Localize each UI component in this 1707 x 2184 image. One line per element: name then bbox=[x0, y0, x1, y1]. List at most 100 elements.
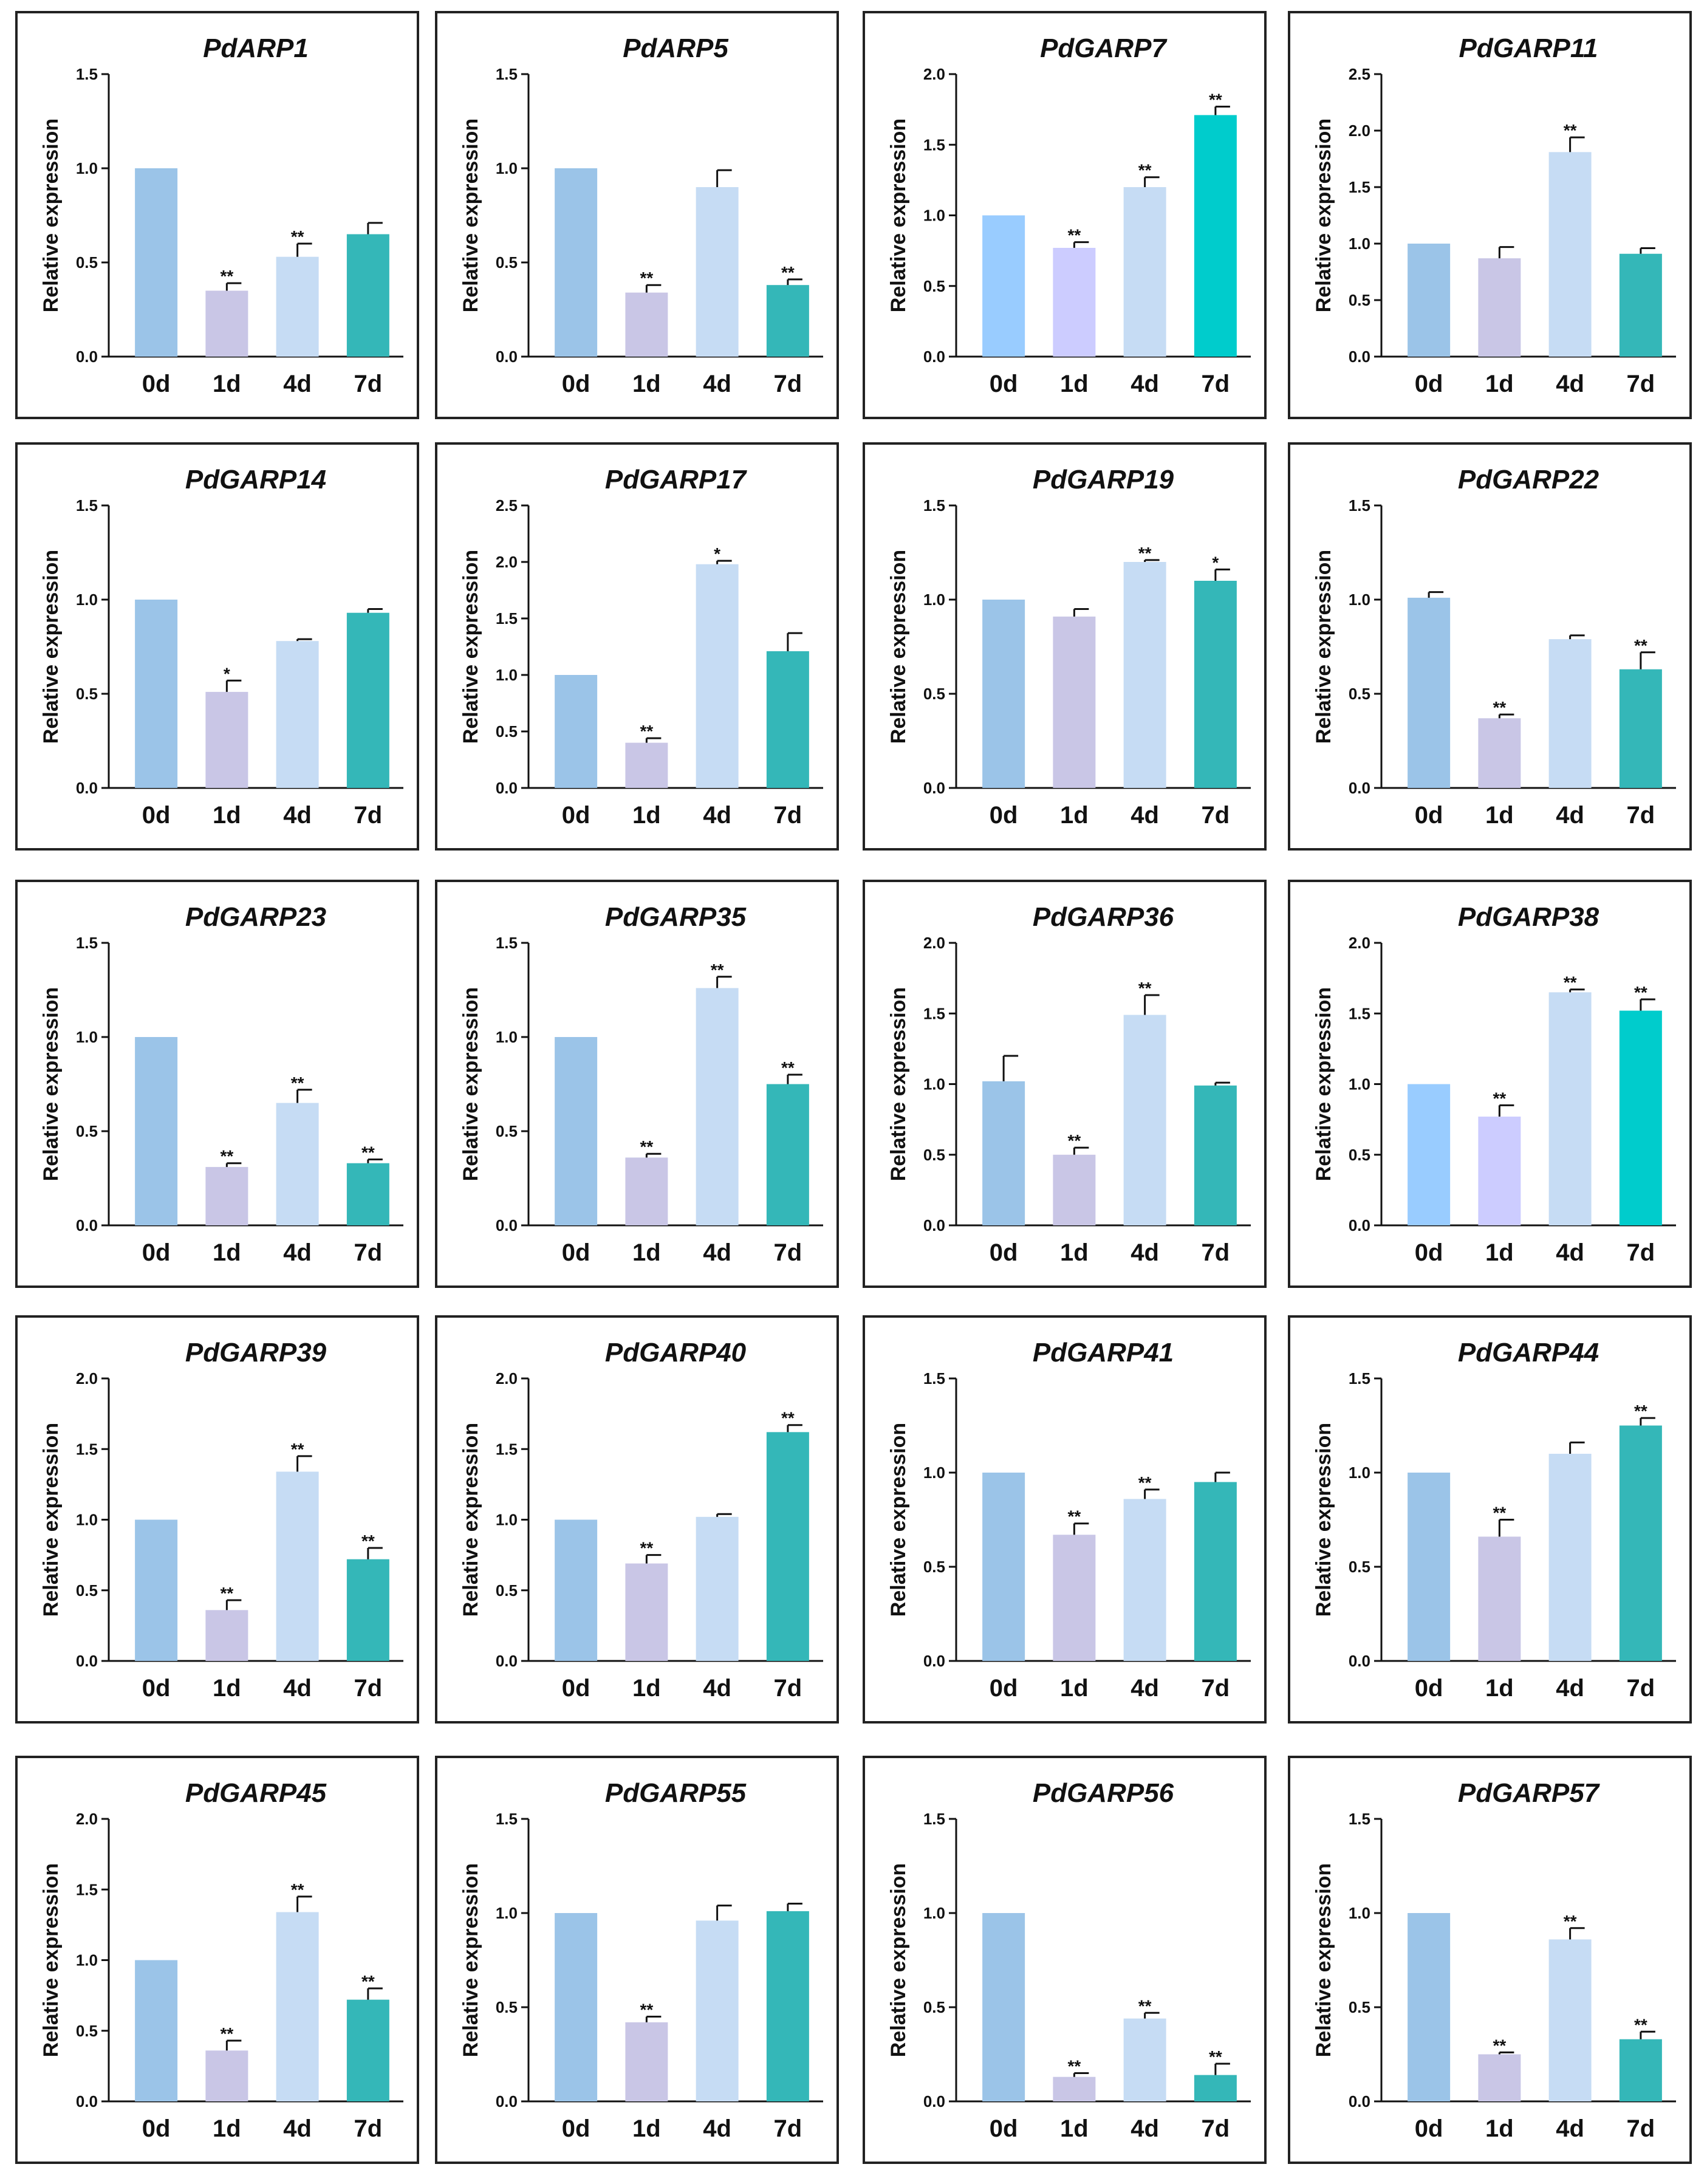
x-tick-label: 1d bbox=[213, 2115, 241, 2142]
y-tick-label: 0.0 bbox=[923, 347, 945, 366]
y-tick-label: 0.5 bbox=[1349, 1558, 1370, 1576]
bar-chart: PdGARP35 Relative expression 0.0 0.5 1.0 1.5 0… bbox=[459, 902, 823, 1266]
significance-marker: * bbox=[1212, 553, 1219, 572]
x-tick-label: 7d bbox=[1202, 1239, 1230, 1266]
x-tick-label: 4d bbox=[283, 802, 312, 829]
significance-marker: ** bbox=[1067, 1507, 1081, 1526]
x-tick-label: 0d bbox=[142, 1239, 171, 1266]
y-tick-label: 1.0 bbox=[1349, 1463, 1370, 1482]
bar-7d bbox=[766, 1911, 809, 2101]
x-tick-label: 7d bbox=[774, 1675, 802, 1702]
chart-panel-pdgarp38: PdGARP38 Relative expression 0.0 0.5 1.0 1.5 2… bbox=[1288, 880, 1692, 1288]
significance-marker: ** bbox=[1493, 1504, 1506, 1522]
bar-1d bbox=[1478, 718, 1521, 788]
bar-1d bbox=[1478, 1536, 1521, 1661]
y-axis-label: Relative expression bbox=[39, 550, 63, 744]
y-tick-label: 1.5 bbox=[496, 609, 518, 628]
x-tick-label: 0d bbox=[990, 1239, 1018, 1266]
y-tick-label: 0.0 bbox=[923, 1216, 945, 1234]
bar-4d bbox=[696, 1516, 739, 1661]
significance-marker: ** bbox=[1138, 544, 1152, 563]
y-axis-label: Relative expression bbox=[459, 1863, 482, 2057]
bar-0d bbox=[135, 600, 178, 788]
bar-chart: PdGARP22 Relative expression 0.0 0.5 1.0 1.5 0… bbox=[1312, 465, 1676, 829]
x-tick-label: 0d bbox=[1415, 1675, 1443, 1702]
x-tick-label: 7d bbox=[774, 1239, 802, 1266]
x-tick-label: 1d bbox=[1060, 2115, 1089, 2142]
y-tick-label: 1.5 bbox=[923, 1810, 945, 1828]
bar-chart: PdGARP19 Relative expression 0.0 0.5 1.0 1.5 0… bbox=[887, 465, 1251, 829]
y-axis-label: Relative expression bbox=[1312, 1863, 1335, 2057]
significance-marker: ** bbox=[361, 1972, 375, 1991]
bar-0d bbox=[1408, 1473, 1451, 1661]
x-tick-label: 0d bbox=[1415, 802, 1443, 829]
y-tick-label: 0.0 bbox=[496, 1216, 518, 1234]
x-tick-label: 7d bbox=[1627, 802, 1655, 829]
x-tick-label: 1d bbox=[1485, 1239, 1514, 1266]
bar-0d bbox=[1408, 244, 1451, 357]
x-tick-label: 4d bbox=[283, 371, 312, 397]
x-tick-label: 0d bbox=[562, 371, 590, 397]
y-tick-label: 0.5 bbox=[496, 1122, 518, 1140]
y-tick-label: 1.0 bbox=[1349, 1904, 1370, 1922]
chart-title: PdGARP7 bbox=[1040, 33, 1168, 63]
x-tick-label: 7d bbox=[1627, 371, 1655, 397]
y-tick-label: 1.0 bbox=[496, 159, 518, 177]
y-tick-label: 1.5 bbox=[1349, 1369, 1370, 1388]
x-tick-label: 1d bbox=[213, 1239, 241, 1266]
x-tick-label: 7d bbox=[774, 802, 802, 829]
y-axis-label: Relative expression bbox=[459, 987, 482, 1181]
bar-0d bbox=[982, 215, 1025, 357]
y-tick-label: 2.0 bbox=[1349, 122, 1370, 140]
bar-7d bbox=[1619, 669, 1662, 788]
x-tick-label: 0d bbox=[142, 802, 171, 829]
bar-4d bbox=[276, 1912, 319, 2101]
y-tick-label: 1.0 bbox=[923, 591, 945, 609]
y-axis-label: Relative expression bbox=[39, 118, 63, 312]
bar-4d bbox=[276, 641, 319, 788]
x-tick-label: 1d bbox=[632, 1239, 661, 1266]
chart-panel-pdgarp23: PdGARP23 Relative expression 0.0 0.5 1.0 1.5 0… bbox=[15, 880, 419, 1288]
y-tick-label: 0.5 bbox=[923, 1558, 945, 1576]
y-tick-label: 0.0 bbox=[1349, 1652, 1370, 1670]
bar-1d bbox=[205, 1166, 248, 1225]
chart-title: PdGARP39 bbox=[185, 1338, 327, 1368]
chart-panel-pdgarp55: PdGARP55 Relative expression 0.0 0.5 1.0 1.5 0… bbox=[435, 1756, 839, 2164]
y-tick-label: 1.0 bbox=[76, 591, 98, 609]
x-tick-label: 1d bbox=[632, 802, 661, 829]
y-tick-label: 0.0 bbox=[923, 2092, 945, 2110]
y-tick-label: 0.0 bbox=[76, 1652, 98, 1670]
y-tick-label: 1.0 bbox=[1349, 591, 1370, 609]
y-tick-label: 2.0 bbox=[923, 934, 945, 952]
bar-chart: PdGARP39 Relative expression 0.0 0.5 1.0 1.5 2… bbox=[39, 1338, 403, 1702]
significance-marker: ** bbox=[1138, 161, 1152, 180]
chart-panel-pdgarp36: PdGARP36 Relative expression 0.0 0.5 1.0 1.5 2… bbox=[863, 880, 1267, 1288]
x-tick-label: 4d bbox=[1556, 802, 1584, 829]
significance-marker: ** bbox=[1634, 2015, 1647, 2034]
x-tick-label: 4d bbox=[1556, 1239, 1584, 1266]
significance-marker: ** bbox=[781, 1409, 795, 1428]
significance-marker: ** bbox=[781, 1058, 795, 1077]
x-tick-label: 0d bbox=[562, 802, 590, 829]
x-tick-label: 7d bbox=[1627, 2115, 1655, 2142]
y-tick-label: 0.5 bbox=[1349, 291, 1370, 309]
bar-chart: PdGARP11 Relative expression 0.0 0.5 1.0 1.5 2… bbox=[1312, 33, 1676, 397]
y-tick-label: 1.5 bbox=[1349, 178, 1370, 196]
significance-marker: ** bbox=[1564, 121, 1577, 140]
x-tick-label: 1d bbox=[1485, 802, 1514, 829]
significance-marker: ** bbox=[640, 2001, 653, 2019]
bar-7d bbox=[1619, 2039, 1662, 2101]
significance-marker: ** bbox=[220, 2024, 233, 2043]
bar-7d bbox=[1194, 581, 1237, 788]
bar-chart: PdARP1 Relative expression 0.0 0.5 1.0 1.5 0d *… bbox=[39, 33, 403, 397]
x-tick-label: 1d bbox=[1060, 1675, 1089, 1702]
bar-4d bbox=[1548, 992, 1592, 1225]
bar-4d bbox=[1123, 1015, 1166, 1225]
bar-chart: PdGARP44 Relative expression 0.0 0.5 1.0 1.5 0… bbox=[1312, 1338, 1676, 1702]
significance-marker: ** bbox=[291, 1880, 304, 1899]
chart-title: PdGARP36 bbox=[1033, 902, 1174, 932]
y-tick-label: 1.5 bbox=[496, 1810, 518, 1828]
significance-marker: ** bbox=[1634, 1402, 1647, 1420]
x-tick-label: 1d bbox=[1485, 1675, 1514, 1702]
y-tick-label: 1.5 bbox=[76, 65, 98, 83]
